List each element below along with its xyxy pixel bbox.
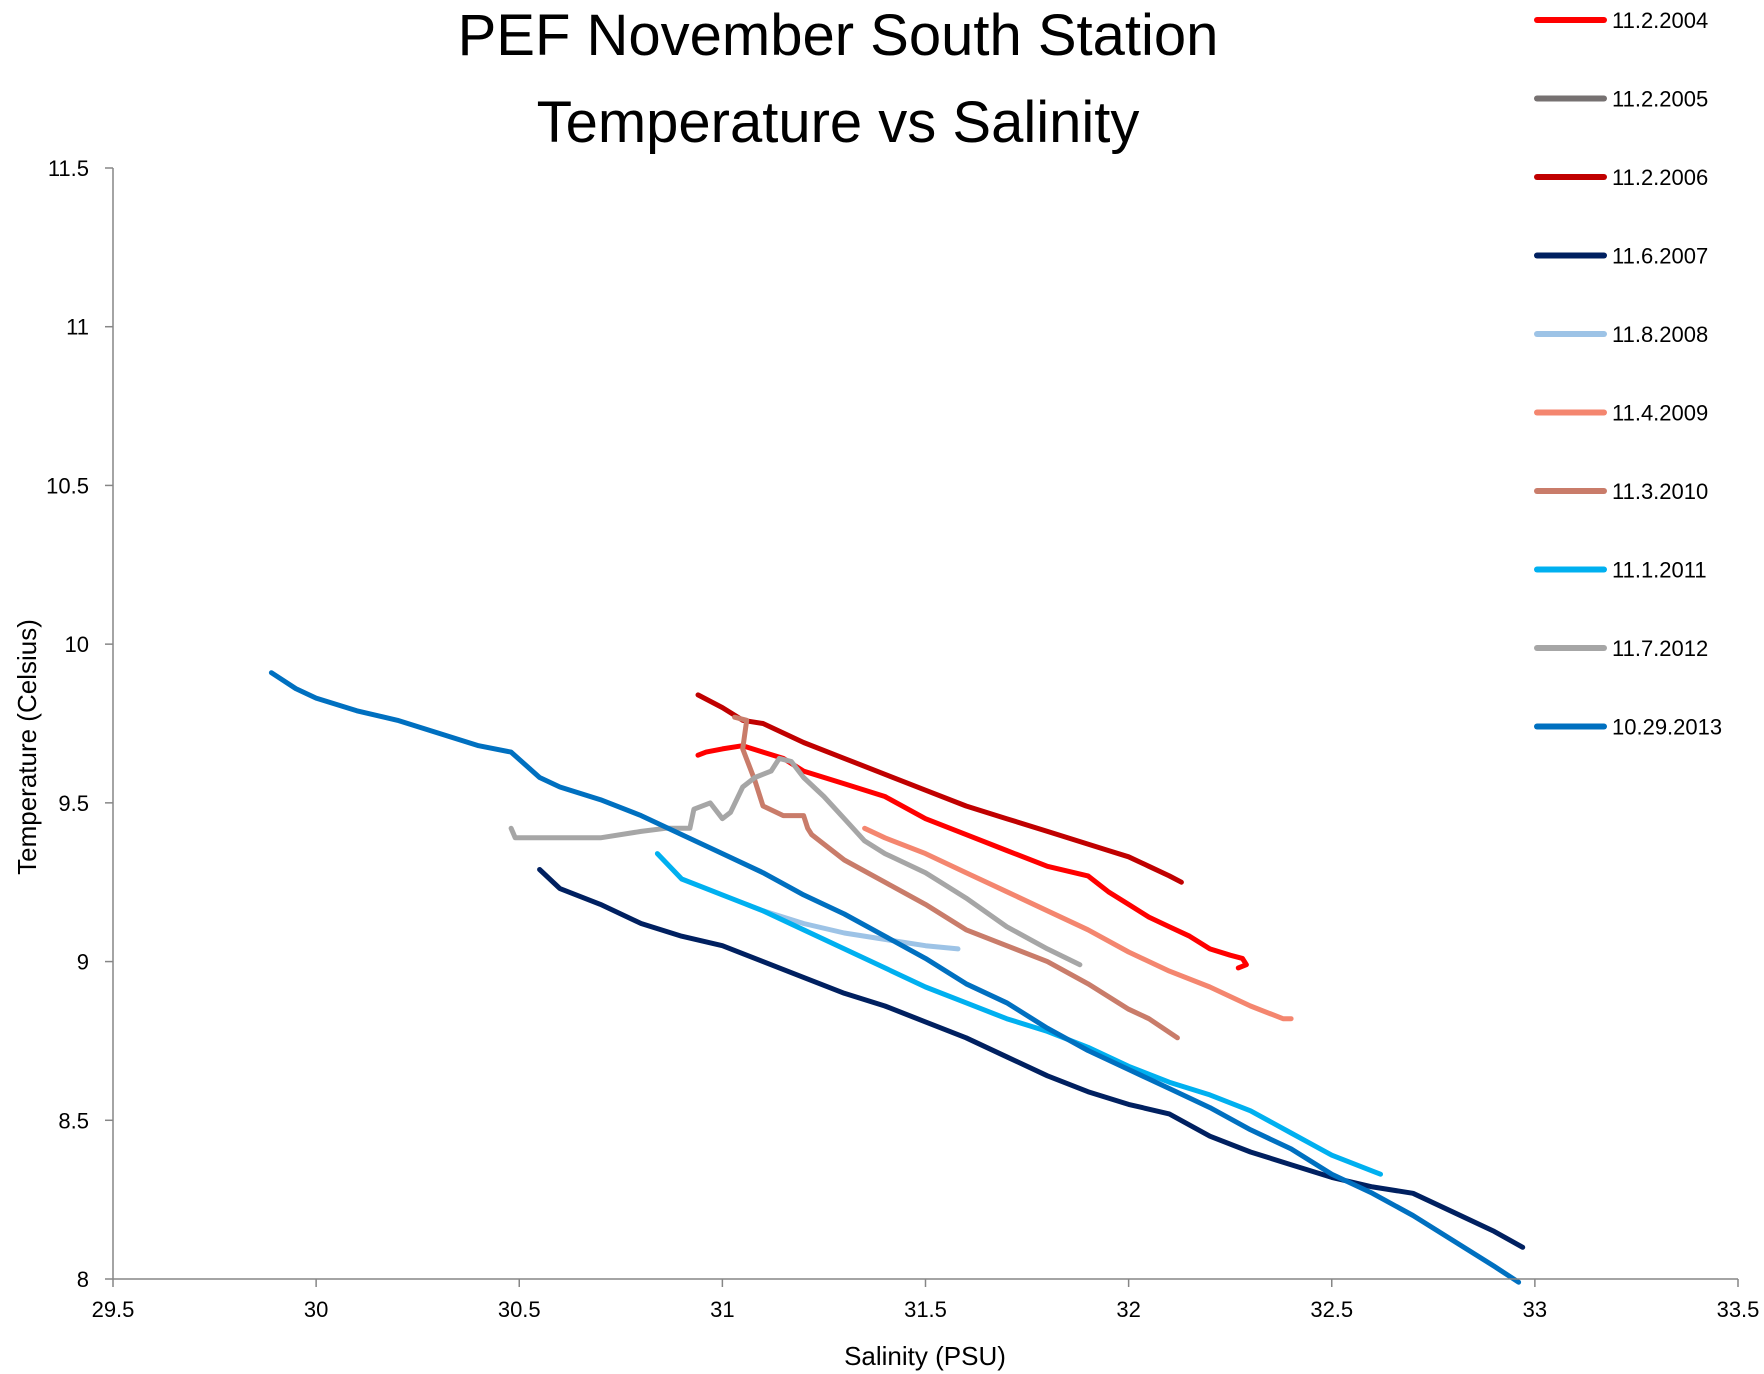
legend-label: 11.2.2005 bbox=[1612, 87, 1708, 112]
legend-label: 11.4.2009 bbox=[1612, 401, 1708, 426]
x-tick-label: 33 bbox=[1523, 1297, 1547, 1322]
legend-label: 11.3.2010 bbox=[1612, 479, 1708, 504]
series-line-10-29-2013 bbox=[268, 670, 1522, 1285]
x-tick-label: 30.5 bbox=[498, 1297, 541, 1322]
y-tick-label: 10.5 bbox=[46, 473, 89, 498]
legend-label: 11.6.2007 bbox=[1612, 244, 1708, 269]
series-line-11-1-2011 bbox=[654, 851, 1383, 1177]
x-axis-title: Salinity (PSU) bbox=[844, 1341, 1006, 1371]
x-tick-label: 31 bbox=[710, 1297, 734, 1322]
y-tick-label: 8.5 bbox=[58, 1108, 89, 1133]
series-line-11-3-2010 bbox=[732, 714, 1180, 1041]
y-ticks: 8 8.5 9 9.5 10 10.5 11 11.5 bbox=[46, 156, 113, 1292]
chart-title-line-2: Temperature vs Salinity bbox=[537, 90, 1140, 155]
legend-label: 11.7.2012 bbox=[1612, 636, 1708, 661]
series-line-11-2-2006 bbox=[695, 692, 1184, 885]
y-tick-label: 9.5 bbox=[58, 791, 89, 816]
legend-label: 11.2.2006 bbox=[1612, 165, 1708, 190]
x-tick-label: 33.5 bbox=[1717, 1297, 1760, 1322]
x-tick-label: 30 bbox=[304, 1297, 328, 1322]
series-line-11-4-2009 bbox=[862, 825, 1294, 1022]
plot-area: 29.5 30 30.5 31 31.5 32 32.5 33 33.5 8 8.5 9 9.5 10 1… bbox=[46, 156, 1759, 1322]
series-line-11-6-2007 bbox=[537, 867, 1526, 1250]
legend-label: 11.2.2004 bbox=[1612, 8, 1708, 33]
x-tick-label: 32.5 bbox=[1310, 1297, 1353, 1322]
y-tick-label: 11 bbox=[66, 315, 89, 340]
legend-label: 11.1.2011 bbox=[1612, 558, 1707, 583]
legend: 11.2.2004 11.2.2005 11.2.2006 11.6.2007 11.8… bbox=[1534, 8, 1722, 740]
legend-label: 11.8.2008 bbox=[1612, 322, 1708, 347]
series-layer bbox=[268, 670, 1526, 1285]
series-line-11-2-2004 bbox=[695, 743, 1249, 971]
x-tick-label: 31.5 bbox=[904, 1297, 947, 1322]
chart-title-line-1: PEF November South Station bbox=[458, 3, 1219, 68]
x-ticks: 29.5 30 30.5 31 31.5 32 32.5 33 33.5 bbox=[92, 1279, 1760, 1322]
y-tick-label: 11.5 bbox=[48, 156, 89, 181]
y-tick-label: 10 bbox=[65, 632, 89, 657]
x-tick-label: 32 bbox=[1116, 1297, 1140, 1322]
series-line-11-7-2012 bbox=[508, 755, 1083, 968]
y-axis-title: Temperature (Celsius) bbox=[12, 619, 42, 875]
x-tick-label: 29.5 bbox=[92, 1297, 135, 1322]
series-line-11-8-2008 bbox=[744, 901, 961, 952]
y-tick-label: 8 bbox=[77, 1267, 89, 1292]
legend-label: 10.29.2013 bbox=[1612, 715, 1722, 740]
y-tick-label: 9 bbox=[77, 950, 89, 975]
